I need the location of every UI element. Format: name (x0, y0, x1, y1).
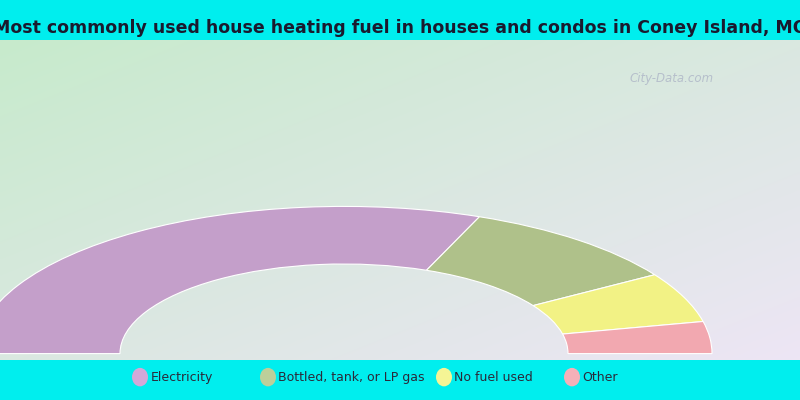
Text: Most commonly used house heating fuel in houses and condos in Coney Island, MO: Most commonly used house heating fuel in… (0, 19, 800, 37)
Wedge shape (533, 275, 703, 334)
Text: No fuel used: No fuel used (454, 371, 533, 384)
Ellipse shape (436, 368, 452, 386)
Ellipse shape (132, 368, 148, 386)
Text: Other: Other (582, 371, 618, 384)
Ellipse shape (564, 368, 580, 386)
Ellipse shape (260, 368, 276, 386)
Text: Bottled, tank, or LP gas: Bottled, tank, or LP gas (278, 371, 425, 384)
Wedge shape (0, 206, 479, 354)
Text: Electricity: Electricity (150, 371, 213, 384)
Wedge shape (426, 217, 654, 306)
Text: City-Data.com: City-Data.com (630, 72, 714, 85)
Wedge shape (562, 322, 712, 354)
